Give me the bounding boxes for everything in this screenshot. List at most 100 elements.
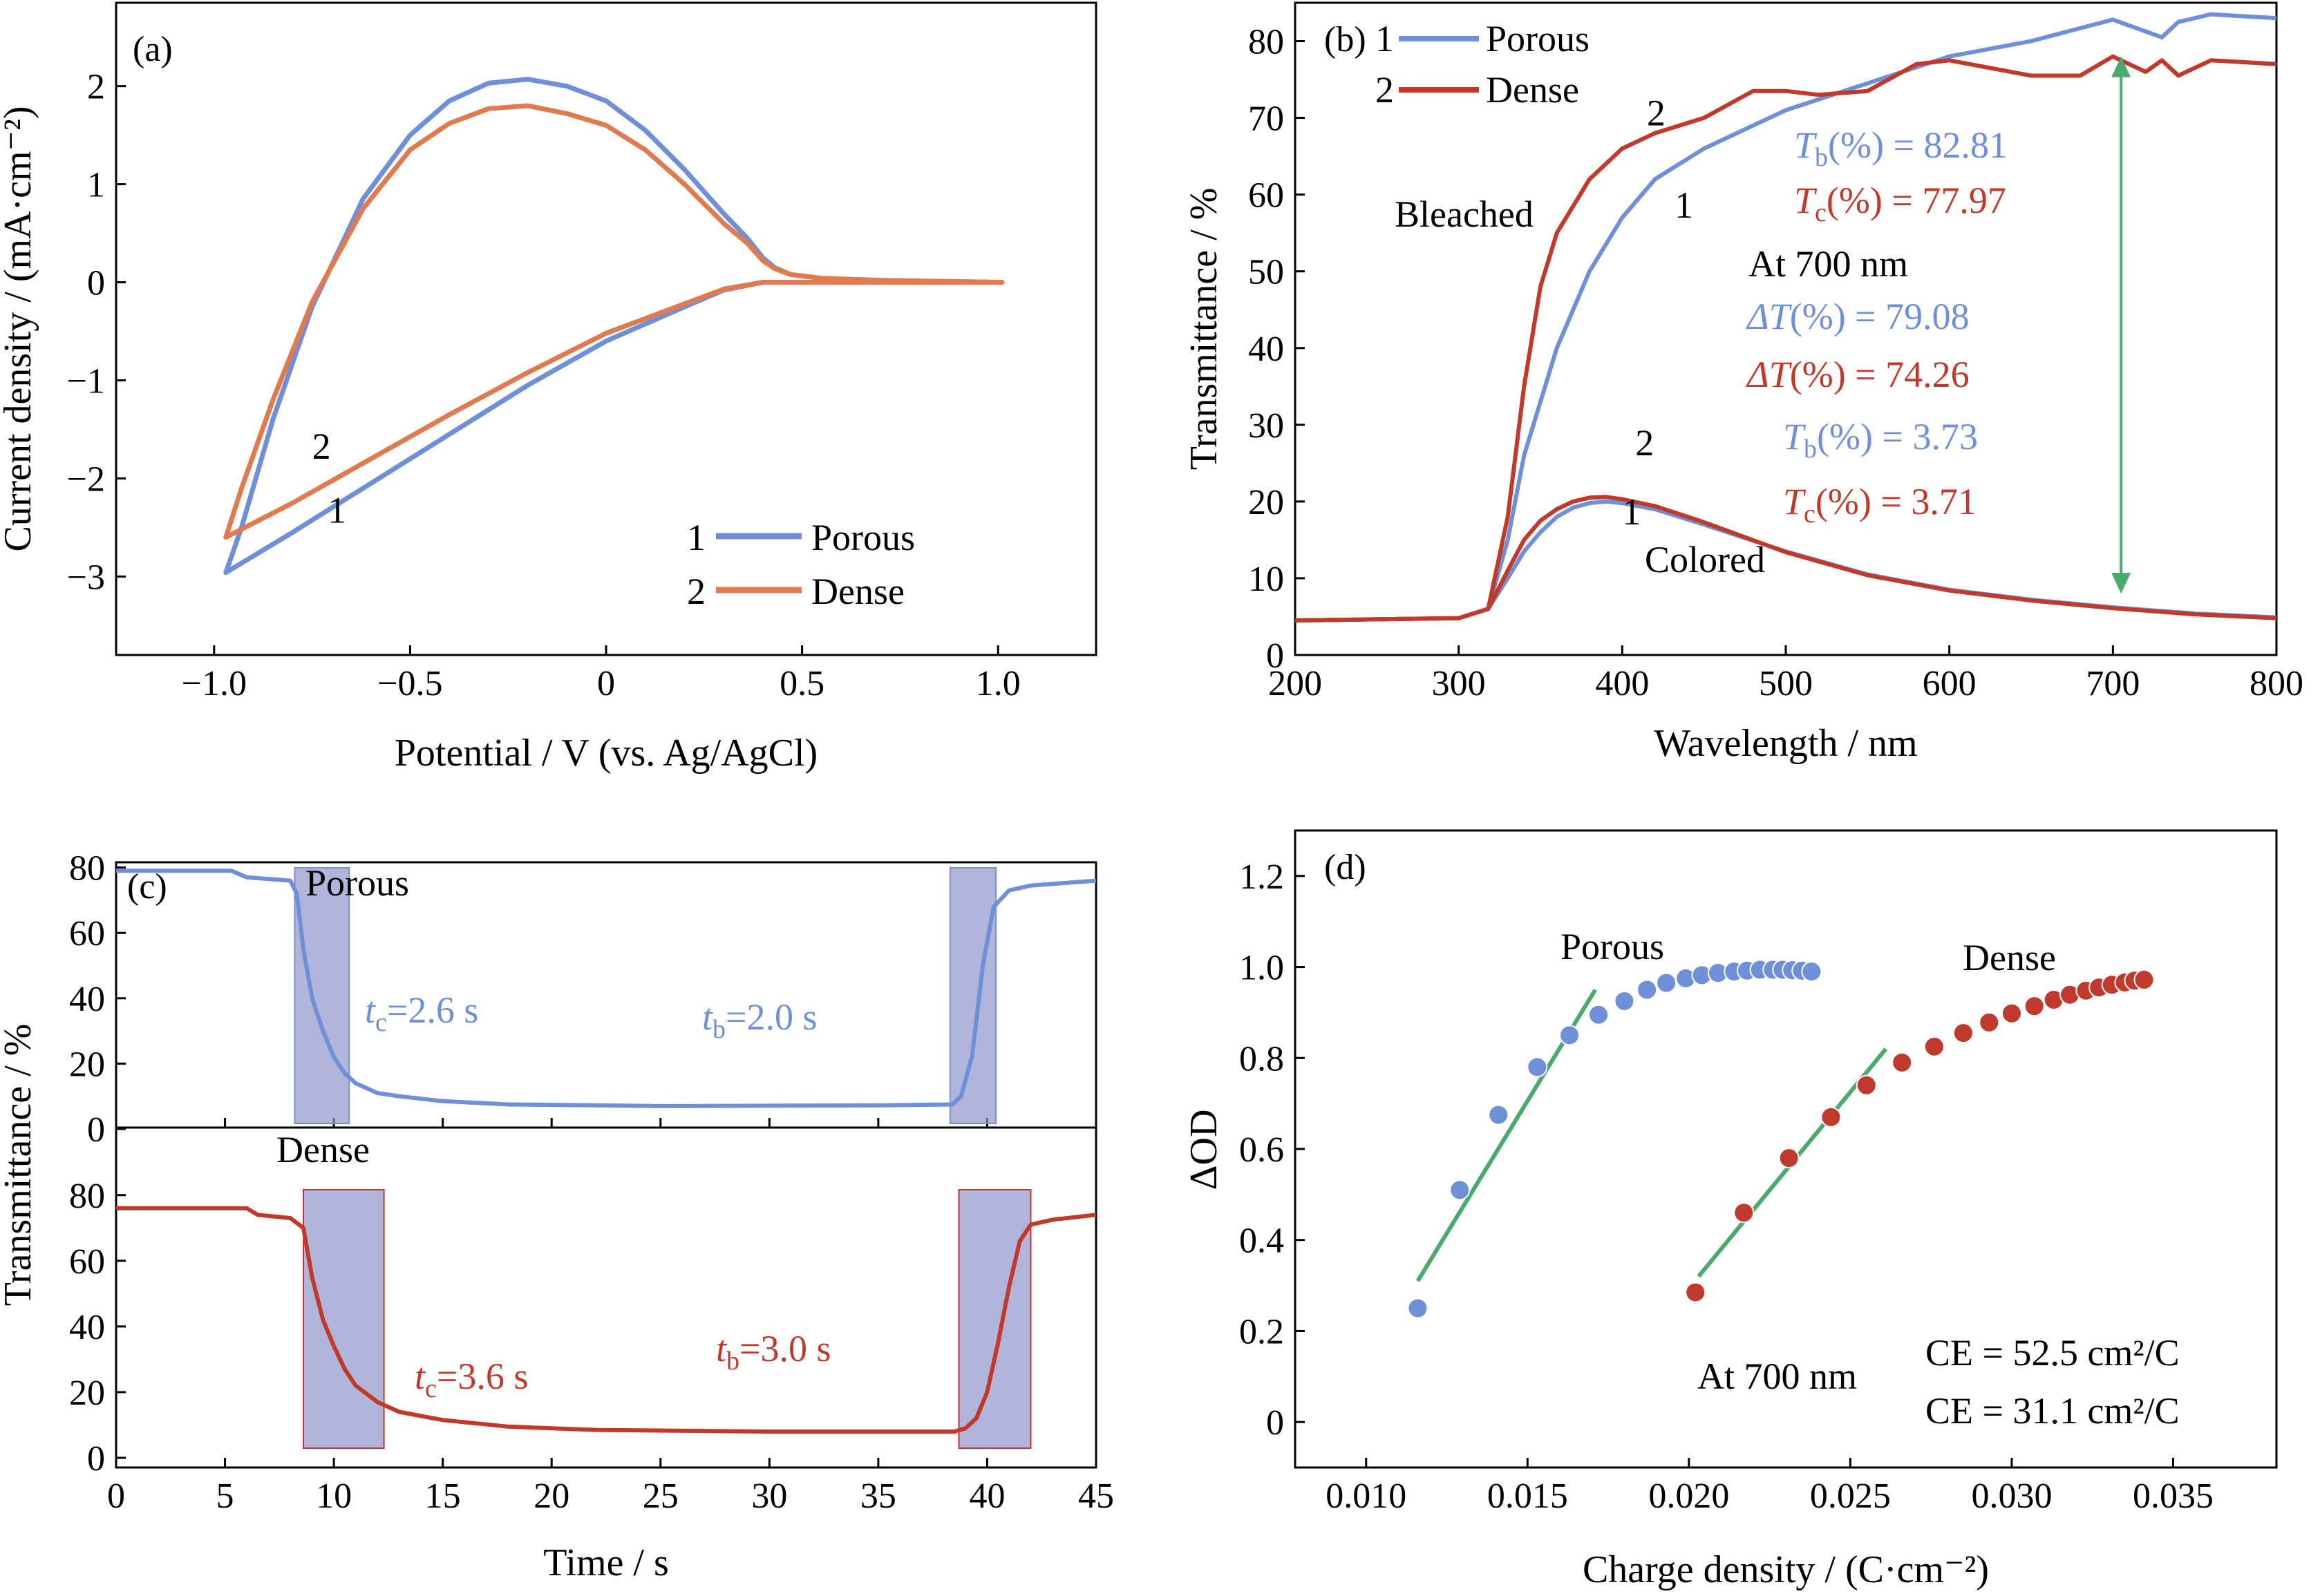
y-tick-label: 30 — [1248, 406, 1284, 446]
data-point-dense — [2024, 996, 2045, 1017]
color-time-label: tc=2.6 s — [365, 989, 478, 1037]
data-point-dense — [1820, 1106, 1842, 1128]
time-subscript: b — [713, 1015, 726, 1044]
legend-b-name-1: Porous — [1486, 18, 1590, 59]
y-tick-label: −2 — [67, 459, 105, 499]
porous-sub-label: Porous — [305, 862, 409, 904]
data-point-dense — [1952, 1023, 1974, 1044]
time-value: =3.6 s — [437, 1356, 528, 1397]
y-tick-label: 0.8 — [1239, 1039, 1284, 1079]
value-subscript: b — [1804, 435, 1817, 464]
at-700-label: At 700 nm — [1748, 243, 1908, 285]
data-point-porous — [1449, 1179, 1471, 1201]
value-text: (%) = 74.26 — [1790, 354, 1970, 395]
data-point-porous — [1636, 979, 1658, 1000]
time-symbol: t — [365, 989, 377, 1031]
panel-d-ylabel: ΔOD — [1182, 1110, 1225, 1190]
value-symbol: T — [1783, 416, 1807, 457]
x-tick-label: 500 — [1759, 664, 1813, 703]
time-symbol: t — [415, 1356, 426, 1397]
y-tick-label: 1.0 — [1239, 949, 1284, 988]
value-symbol: ΔT — [1746, 296, 1793, 337]
value-text: (%) = 77.97 — [1827, 180, 2006, 221]
data-point-porous — [1488, 1104, 1509, 1125]
switch-shade — [302, 1189, 385, 1449]
porous-delta-value: ΔT(%) = 79.08 — [1746, 296, 1970, 337]
data-point-dense — [2001, 1003, 2022, 1024]
x-tick-label: 200 — [1268, 664, 1322, 703]
porous-colored-value: Tb(%) = 3.73 — [1783, 416, 1978, 464]
panel-a-ticks: −1.0 −0.5 0 0.5 1.0 −3 −2 −1 0 1 2 — [67, 68, 1021, 703]
x-tick-label: 35 — [860, 1476, 896, 1516]
panel-c: 0 5 10 15 20 25 30 35 40 45 0 20 40 60 80 0 20 40 60 80 (c)… — [0, 849, 1114, 1584]
switch-shade — [294, 867, 350, 1124]
time-symbol: t — [716, 1328, 728, 1369]
legend-b-num-1: 1 — [1375, 18, 1394, 59]
x-tick-label: 15 — [425, 1476, 461, 1516]
y-tick-label: 1.2 — [1239, 857, 1284, 897]
x-tick-label: −0.5 — [377, 664, 442, 703]
legend-b-name-2: Dense — [1486, 69, 1579, 111]
x-tick-label: 400 — [1595, 664, 1649, 703]
y-tick-label: 2 — [87, 68, 105, 107]
y-tick-label: 50 — [1248, 253, 1284, 292]
ce-dense-label: CE = 31.1 cm²/C — [1925, 1390, 2180, 1432]
data-point-porous — [1407, 1298, 1428, 1319]
data-point-porous — [1527, 1056, 1548, 1078]
time-subscript: c — [425, 1374, 437, 1403]
y-tick-label: 80 — [1248, 23, 1284, 62]
y-tick-label: 1 — [87, 166, 105, 205]
transmittance-curve-dense — [116, 1206, 1097, 1434]
arrow-head-bottom — [2111, 573, 2131, 594]
x-tick-label: 40 — [969, 1476, 1005, 1516]
curve-label: 2 — [1635, 422, 1654, 464]
legend-b-num-2: 2 — [1375, 69, 1394, 111]
data-point-porous — [1656, 972, 1677, 994]
curve-label: 2 — [1647, 93, 1666, 134]
y-tick-label: 60 — [1248, 176, 1284, 216]
double-arrow-icon — [2111, 56, 2131, 594]
panel-b-legend: 1 Porous 2 Dense — [1375, 18, 1590, 111]
legend-a-num-1: 1 — [687, 517, 706, 558]
time-subscript: b — [726, 1347, 739, 1376]
value-symbol: T — [1794, 180, 1818, 221]
panel-b-ticks: 200 300 400 500 600 700 800 0 10 20 30 40 50 60 70 80 — [1248, 23, 2303, 703]
curve-label: 1 — [328, 489, 346, 531]
panel-b-ylabel: Transmittance / % — [1182, 188, 1225, 471]
y-tick-label: 0.4 — [1239, 1222, 1284, 1261]
y-tick-label: 0.2 — [1239, 1312, 1284, 1351]
data-point-dense — [2133, 969, 2155, 991]
value-text: (%) = 3.73 — [1817, 416, 1978, 457]
y-tick-label: 0 — [87, 1439, 105, 1479]
time-subscript: c — [375, 1008, 387, 1037]
y-tick-label: 80 — [69, 849, 105, 889]
data-point-dense — [1778, 1148, 1800, 1169]
panel-a-curve-labels: 21 — [312, 426, 347, 531]
x-tick-label: −1.0 — [182, 664, 247, 703]
colored-label: Colored — [1645, 539, 1765, 580]
y-tick-label: 20 — [1248, 483, 1284, 522]
value-symbol: T — [1794, 124, 1818, 166]
x-tick-label: 20 — [534, 1476, 569, 1516]
x-tick-label: 0.030 — [1971, 1476, 2052, 1516]
x-tick-label: 0.025 — [1810, 1476, 1891, 1516]
dense-label: Dense — [1963, 937, 2056, 978]
y-tick-label: 0.6 — [1239, 1130, 1284, 1170]
y-tick-label: 40 — [1248, 330, 1284, 369]
y-tick-label: −3 — [67, 558, 105, 597]
y-tick-label: 0 — [1266, 636, 1284, 676]
x-tick-label: 25 — [643, 1476, 679, 1516]
panel-a-series — [223, 77, 1005, 576]
at-700-label-d: At 700 nm — [1697, 1356, 1857, 1397]
x-tick-label: 1.0 — [976, 664, 1021, 703]
y-tick-label: 60 — [69, 914, 105, 953]
panel-a-ylabel: Current density / (mA·cm⁻²) — [0, 106, 39, 551]
panel-c-xlabel: Time / s — [543, 1541, 669, 1584]
dense-bleached-value: Tc(%) = 77.97 — [1794, 180, 2006, 227]
y-tick-label: 0 — [87, 1110, 105, 1150]
y-tick-label: 0 — [1266, 1403, 1284, 1443]
y-tick-label: 40 — [69, 980, 105, 1019]
value-subscript: c — [1815, 198, 1827, 227]
x-tick-label: 0.035 — [2133, 1476, 2214, 1516]
panel-d-points — [1407, 959, 2155, 1319]
